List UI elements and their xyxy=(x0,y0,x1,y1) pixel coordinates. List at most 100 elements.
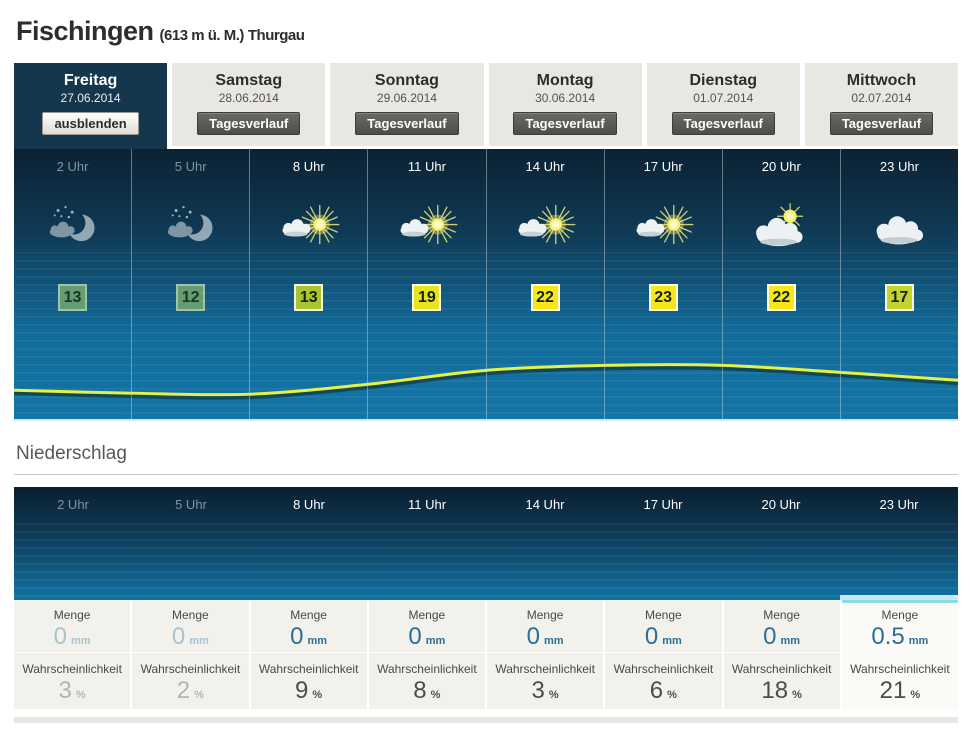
probability-value: 2 xyxy=(176,677,191,704)
weather-icon-sun-cloud xyxy=(250,183,367,281)
tab-date-label: 27.06.2014 xyxy=(60,91,121,105)
tagesverlauf-button[interactable]: Tagesverlauf xyxy=(671,112,775,135)
weather-icon-moon-snow xyxy=(14,183,131,281)
forecast-column: 2 Uhr 13 xyxy=(14,149,131,419)
tab-date-label: 02.07.2014 xyxy=(851,91,912,105)
temperature-value: 22 xyxy=(530,284,560,311)
precipitation-bar xyxy=(840,595,958,600)
temperature-value: 17 xyxy=(884,284,914,311)
hour-label: 20 Uhr xyxy=(761,159,801,174)
tab-freitag[interactable]: Freitag 27.06.2014 ausblenden xyxy=(14,63,168,149)
hourly-forecast-panel: 2 Uhr 13 5 Uhr 12 8 Uhr 13 11 Uhr 19 14 … xyxy=(14,149,958,421)
hour-label: 5 Uhr xyxy=(174,159,207,174)
weather-icon-cloud xyxy=(841,183,958,281)
page-header: Fischingen (613 m ü. M.) Thurgau xyxy=(14,0,958,57)
page-title: Fischingen (613 m ü. M.) Thurgau xyxy=(16,16,956,47)
amount-value: 0 xyxy=(526,623,541,650)
hour-label: 8 Uhr xyxy=(292,159,325,174)
amount-value: 0 xyxy=(53,623,68,650)
probability-label: Wahrscheinlichkeit xyxy=(140,662,241,676)
tab-day-label: Dienstag xyxy=(689,72,758,89)
amount-label: Menge xyxy=(526,608,564,622)
amount-cell: Menge 0 mm xyxy=(723,600,840,652)
tab-day-label: Mittwoch xyxy=(846,72,917,89)
amount-label: Menge xyxy=(408,608,446,622)
weather-icon-sun-cloud xyxy=(368,183,485,281)
amount-value: 0 xyxy=(290,623,304,650)
probability-unit: % xyxy=(312,689,323,701)
amount-label: Menge xyxy=(763,608,800,622)
tab-dienstag[interactable]: Dienstag 01.07.2014 Tagesverlauf xyxy=(646,63,800,146)
probability-unit: % xyxy=(792,689,802,701)
hour-label: 23 Uhr xyxy=(879,497,919,512)
tagesverlauf-button[interactable]: Tagesverlauf xyxy=(829,112,934,135)
page-bottom-divider xyxy=(14,717,958,723)
amount-value: 0 xyxy=(763,623,777,650)
amount-unit: mm xyxy=(544,635,564,647)
forecast-column: 20 Uhr 22 xyxy=(721,149,840,419)
tab-sonntag[interactable]: Sonntag 29.06.2014 Tagesverlauf xyxy=(330,63,484,146)
precip-column: 17 Uhr xyxy=(604,487,722,600)
probability-value: 6 xyxy=(649,677,664,704)
tab-mittwoch[interactable]: Mittwoch 02.07.2014 Tagesverlauf xyxy=(804,63,959,146)
tagesverlauf-button[interactable]: Tagesverlauf xyxy=(513,112,617,135)
probability-cell: Wahrscheinlichkeit 3% xyxy=(487,653,604,709)
tab-day-label: Samstag xyxy=(215,72,283,89)
amount-unit: mm xyxy=(189,635,209,647)
amount-unit: mm xyxy=(662,635,682,647)
forecast-column: 8 Uhr 13 xyxy=(249,149,367,419)
temperature-value: 12 xyxy=(176,284,206,311)
probability-label: Wahrscheinlichkeit xyxy=(850,662,950,676)
amount-value: 0 xyxy=(644,623,659,650)
amount-cell: Menge 0 mm xyxy=(368,600,485,652)
hour-label: 11 Uhr xyxy=(407,159,446,174)
probability-cell-highlighted: Wahrscheinlichkeit 21% xyxy=(841,653,958,709)
forecast-columns: 2 Uhr 13 5 Uhr 12 8 Uhr 13 11 Uhr 19 14 … xyxy=(14,149,958,419)
probability-unit: % xyxy=(667,689,677,701)
tab-day-label: Sonntag xyxy=(374,72,439,89)
hour-label: 14 Uhr xyxy=(525,497,565,512)
hour-label: 17 Uhr xyxy=(643,497,683,512)
tagesverlauf-button[interactable]: Tagesverlauf xyxy=(355,112,459,135)
temperature-value: 13 xyxy=(58,284,88,311)
probability-unit: % xyxy=(430,689,441,701)
location-name: Fischingen xyxy=(16,16,154,46)
amount-label: Menge xyxy=(645,608,682,622)
forecast-column: 5 Uhr 12 xyxy=(131,149,249,419)
temperature-value: 22 xyxy=(766,284,796,311)
amount-unit: mm xyxy=(307,635,328,647)
tab-date-label: 01.07.2014 xyxy=(693,91,754,105)
probability-label: Wahrscheinlichkeit xyxy=(377,662,477,676)
forecast-column: 11 Uhr 19 xyxy=(367,149,485,419)
tab-day-label: Montag xyxy=(536,72,594,89)
tab-day-label: Freitag xyxy=(63,72,118,89)
amount-cell: Menge 0 mm xyxy=(14,600,131,652)
amount-label: Menge xyxy=(53,608,91,622)
amount-cell: Menge 0 mm xyxy=(132,600,249,652)
amount-unit: mm xyxy=(71,635,91,647)
probability-value: 3 xyxy=(531,677,545,704)
tab-montag[interactable]: Montag 30.06.2014 Tagesverlauf xyxy=(488,63,642,146)
tab-samstag[interactable]: Samstag 28.06.2014 Tagesverlauf xyxy=(172,63,326,146)
section-title-niederschlag: Niederschlag xyxy=(16,443,127,464)
precip-column: 20 Uhr xyxy=(722,487,840,600)
hour-label: 2 Uhr xyxy=(57,497,89,512)
probability-cell: Wahrscheinlichkeit 18% xyxy=(723,653,840,709)
tagesverlauf-button[interactable]: Tagesverlauf xyxy=(197,112,301,135)
weather-icon-sun-cloud xyxy=(605,183,722,281)
location-elevation: (613 m ü. M.) xyxy=(159,27,245,44)
amount-cell: Menge 0 mm xyxy=(605,600,722,652)
hour-label: 14 Uhr xyxy=(525,159,565,174)
tab-date-label: 28.06.2014 xyxy=(218,91,279,105)
precip-column: 14 Uhr xyxy=(486,487,604,600)
amount-value: 0 xyxy=(408,623,422,650)
weather-icon-sun-cloud xyxy=(487,183,604,281)
amount-label: Menge xyxy=(290,608,327,622)
hour-label: 11 Uhr xyxy=(407,497,447,512)
forecast-column: 14 Uhr 22 xyxy=(485,149,604,419)
weather-icon-cloud-sun xyxy=(723,183,840,281)
temperature-value: 13 xyxy=(294,284,324,311)
ausblenden-button[interactable]: ausblenden xyxy=(42,112,139,135)
probability-cell: Wahrscheinlichkeit 2% xyxy=(132,653,249,709)
probability-label: Wahrscheinlichkeit xyxy=(22,662,122,676)
